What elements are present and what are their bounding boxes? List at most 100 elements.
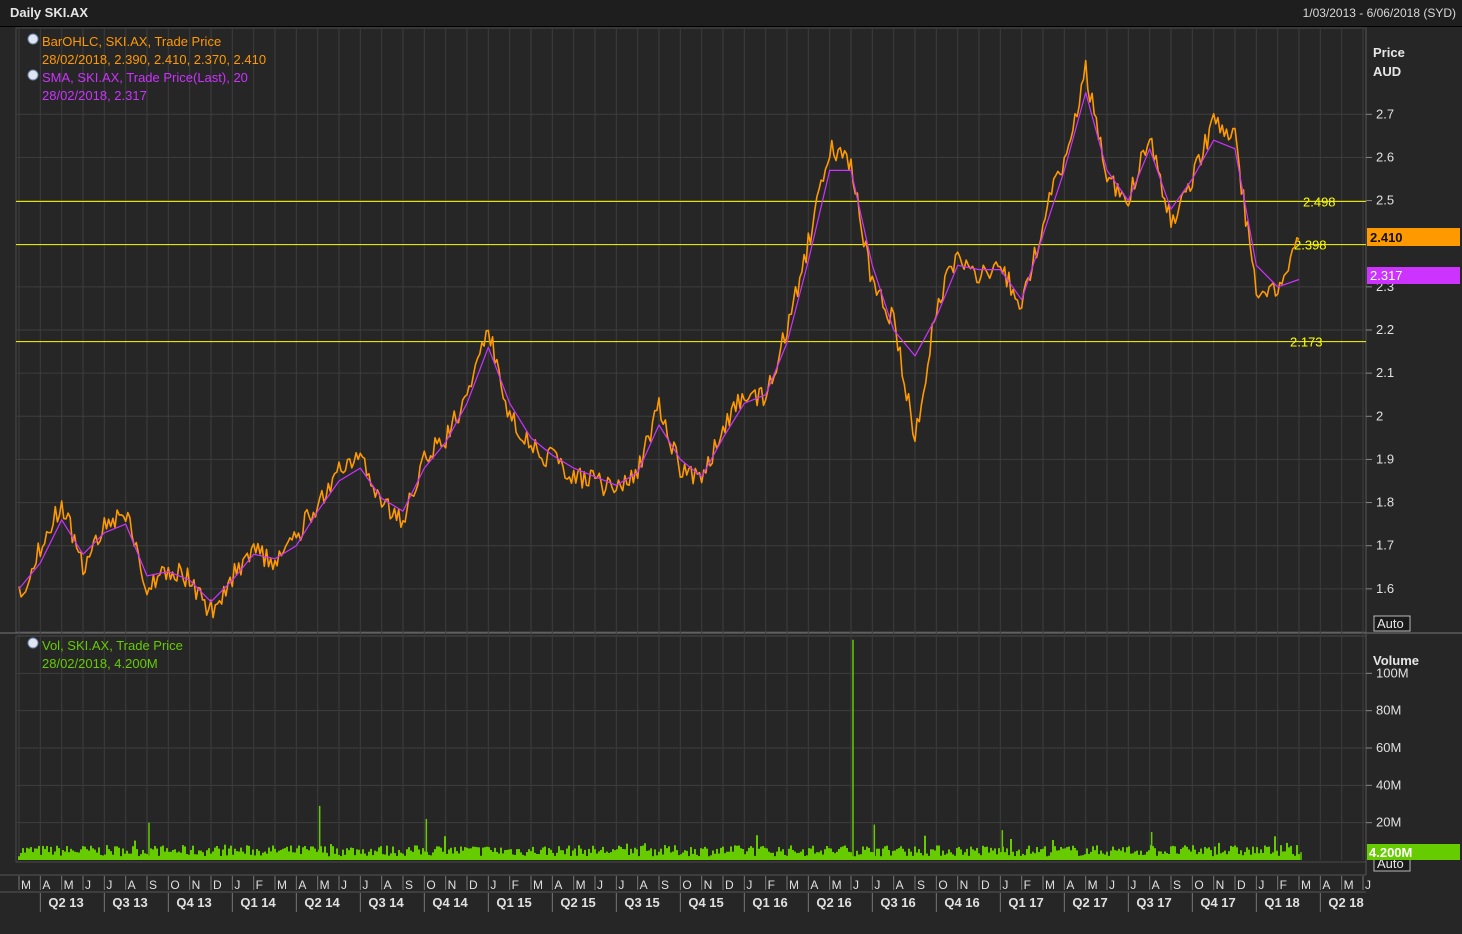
month-label: M [1045, 878, 1055, 892]
legend-vol-values: 28/02/2018, 4.200M [42, 656, 158, 671]
month-label: F [256, 878, 263, 892]
month-label: J [1130, 878, 1136, 892]
last-sma-badge: 2.317 [1367, 267, 1460, 284]
volume-tick-label: 100M [1376, 665, 1409, 680]
month-label: J [874, 878, 880, 892]
month-label: M [320, 878, 330, 892]
month-label: J [362, 878, 368, 892]
price-axis: 1.61.71.81.922.12.22.32.52.62.7 [1366, 106, 1394, 596]
price-legend[interactable]: BarOHLC, SKI.AX, Trade Price 28/02/2018,… [27, 33, 266, 103]
quarter-label: Q4 14 [432, 895, 468, 910]
month-label: O [938, 878, 947, 892]
month-label: J [106, 878, 112, 892]
quarter-label: Q4 17 [1200, 895, 1235, 910]
month-label: S [149, 878, 157, 892]
month-label: S [405, 878, 413, 892]
quarter-label: Q2 14 [304, 895, 340, 910]
quarter-label: Q3 17 [1136, 895, 1171, 910]
quarter-label: Q1 18 [1264, 895, 1299, 910]
month-label: M [21, 878, 31, 892]
quarter-label: Q3 15 [624, 895, 659, 910]
price-tick-label: 1.7 [1376, 538, 1394, 553]
volume-panel[interactable] [15, 635, 1367, 863]
volume-tick-label: 40M [1376, 777, 1401, 792]
month-label: J [234, 878, 240, 892]
price-tick-label: 1.6 [1376, 581, 1394, 596]
month-label: A [384, 878, 392, 892]
legend-sma-title: SMA, SKI.AX, Trade Price(Last), 20 [42, 70, 248, 85]
volume-axis: 20M 40M 60M 80M 100M [1366, 665, 1409, 830]
quarter-label: Q1 14 [240, 895, 276, 910]
month-label: S [917, 878, 925, 892]
month-label: A [1066, 878, 1074, 892]
quarter-label: Q2 13 [48, 895, 83, 910]
svg-text:Auto: Auto [1377, 616, 1404, 631]
month-label: J [1365, 878, 1371, 892]
svg-text:4.200M: 4.200M [1369, 845, 1412, 860]
month-label: N [192, 878, 201, 892]
month-label: M [832, 878, 842, 892]
month-label: J [490, 878, 496, 892]
month-label: M [533, 878, 543, 892]
last-price-badge: 2.410 [1367, 228, 1460, 246]
month-label: J [597, 878, 603, 892]
month-label: O [426, 878, 435, 892]
month-label: J [1109, 878, 1115, 892]
price-tick-label: 2.6 [1376, 149, 1394, 164]
price-tick-label: 2.2 [1376, 322, 1394, 337]
month-label: D [1237, 878, 1246, 892]
last-volume-badge: 4.200M [1367, 844, 1460, 860]
info-icon[interactable] [27, 33, 39, 45]
month-label: D [725, 878, 734, 892]
month-label: N [1216, 878, 1225, 892]
window-title: Daily SKI.AX [10, 5, 89, 20]
month-label: D [981, 878, 990, 892]
quarter-label: Q3 14 [368, 895, 404, 910]
month-label: A [128, 878, 136, 892]
volume-tick-label: 20M [1376, 815, 1401, 830]
horizontal-level-label: 2.498 [1303, 194, 1336, 209]
month-label: A [554, 878, 562, 892]
price-tick-label: 2.1 [1376, 365, 1394, 380]
quarter-label: Q1 17 [1008, 895, 1043, 910]
price-series [18, 59, 1300, 619]
info-icon[interactable] [27, 69, 39, 81]
month-label: S [661, 878, 669, 892]
month-label: N [448, 878, 457, 892]
month-label: A [810, 878, 818, 892]
month-label: A [1322, 878, 1330, 892]
month-label: S [1173, 878, 1181, 892]
quarter-label: Q4 15 [688, 895, 723, 910]
price-tick-label: 1.9 [1376, 451, 1394, 466]
svg-text:2.317: 2.317 [1370, 268, 1403, 283]
support-resistance-lines[interactable]: 2.498 2.398 2.173 [16, 194, 1366, 350]
month-label: A [896, 878, 904, 892]
quarter-label: Q2 17 [1072, 895, 1107, 910]
legend-price-values: 28/02/2018, 2.390, 2.410, 2.370, 2.410 [42, 52, 266, 67]
info-icon[interactable] [27, 637, 39, 649]
date-range: 1/03/2013 - 6/06/2018 (SYD) [1302, 6, 1456, 20]
month-label: O [682, 878, 691, 892]
month-label: J [746, 878, 752, 892]
svg-text:2.410: 2.410 [1370, 230, 1403, 245]
price-tick-label: 2.5 [1376, 193, 1394, 208]
month-label: M [576, 878, 586, 892]
horizontal-level-label: 2.398 [1294, 238, 1327, 253]
quarter-label: Q4 16 [944, 895, 979, 910]
volume-tick-label: 80M [1376, 703, 1401, 718]
price-auto-button[interactable]: Auto [1373, 615, 1411, 632]
month-label: A [1152, 878, 1160, 892]
quarter-label: Q2 15 [560, 895, 595, 910]
month-label: J [341, 878, 347, 892]
volume-legend[interactable]: Vol, SKI.AX, Trade Price 28/02/2018, 4.2… [27, 637, 183, 671]
month-label: J [1002, 878, 1008, 892]
month-label: A [640, 878, 648, 892]
month-label: N [704, 878, 713, 892]
volume-tick-label: 60M [1376, 740, 1401, 755]
quarter-label: Q2 16 [816, 895, 851, 910]
month-label: F [768, 878, 775, 892]
price-tick-label: 2 [1376, 408, 1383, 423]
month-label: D [469, 878, 478, 892]
